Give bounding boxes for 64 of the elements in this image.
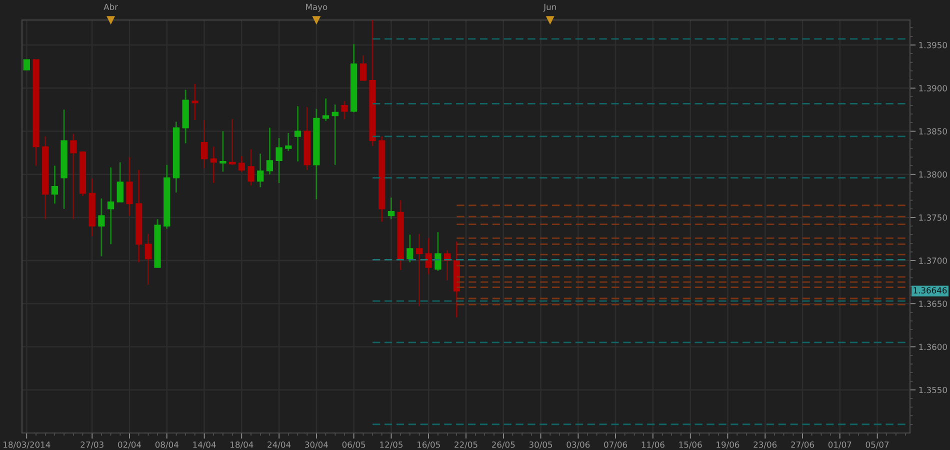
x-tick-label: 15/06 [679,441,702,448]
candlestick [210,146,217,184]
candlestick [126,156,133,216]
candlestick [388,196,395,220]
y-tick-label: 1.3750 [919,214,947,221]
candlestick [285,132,292,152]
text: Abr [104,4,118,10]
text: Jun [543,4,556,12]
x-tick-label: 05/07 [866,441,889,448]
candlestick [276,137,282,184]
x-tick-label: 27/03 [80,441,104,448]
candlestick [341,100,348,120]
x-tick-label: 01/07 [828,441,852,448]
text: Mayo [306,4,328,12]
candlestick [220,130,226,172]
x-tick-label: 14/04 [193,441,216,448]
x-tick-label: 24/04 [268,441,291,448]
y-tick-label: 1.3900 [919,85,947,92]
x-tick-label: 16/05 [418,441,440,448]
candlestick [116,162,124,203]
candlestick [229,118,236,166]
x-tick-label: 30/05 [529,441,552,448]
x-tick-label: 27/06 [791,441,814,448]
candlestick [332,104,338,166]
candlestick [434,231,442,272]
x-tick-label: 11/06 [642,441,664,448]
y-tick-label: 1.3800 [919,171,947,178]
x-tick-label: 02/04 [118,441,142,448]
text: 1.36646 [914,287,947,294]
y-tick-label: 1.3700 [919,258,947,264]
y-tick-label: 1.3950 [919,42,947,48]
candlestick [257,152,264,188]
x-tick-label: 12/05 [380,441,402,448]
candlestick [266,127,274,176]
candlestick [23,59,30,70]
y-tick-label: 1.3600 [919,344,947,350]
y-tick-label: 1.3550 [919,386,947,394]
x-tick-label: 19/06 [716,441,740,448]
candlestick [416,233,423,307]
candlestick [144,233,152,286]
y-tick-label: 1.3650 [919,300,947,307]
y-tick-label: 1.3850 [919,128,947,135]
candlestick [98,198,105,257]
candlestick [360,54,366,82]
x-tick-label: 23/06 [754,441,777,448]
candlestick [294,106,302,162]
x-tick-label: 18/03/2014 [4,441,50,448]
candlestick [425,237,432,276]
candlestick [192,83,198,121]
x-tick-label: 03/06 [566,441,590,448]
candlestick [238,156,245,172]
candlestick [200,119,208,169]
candlestick [248,148,254,186]
x-tick-label: 07/06 [604,441,628,448]
x-tick-label: 18/04 [230,441,254,448]
x-tick-label: 26/05 [492,441,515,448]
candlestick [70,133,77,220]
x-tick-label: 06/05 [342,441,366,448]
x-tick-label: 08/04 [155,441,178,448]
x-tick-label: 22/05 [454,441,478,448]
candlestick [51,165,58,204]
candlestick [107,166,114,245]
candlestick [406,234,414,263]
x-tick-label: 30/04 [305,441,328,448]
